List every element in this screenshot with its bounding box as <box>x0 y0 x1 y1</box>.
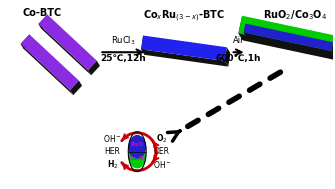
Polygon shape <box>39 24 91 75</box>
Text: H$_2$: H$_2$ <box>107 158 118 171</box>
Text: 600℃,1h: 600℃,1h <box>216 54 261 63</box>
Polygon shape <box>244 24 333 51</box>
Polygon shape <box>20 44 73 95</box>
Polygon shape <box>141 36 227 61</box>
Polygon shape <box>141 49 228 67</box>
Polygon shape <box>20 34 32 49</box>
Text: Co$_3$O$_4$: Co$_3$O$_4$ <box>129 154 146 163</box>
Polygon shape <box>244 32 333 55</box>
Text: OH$^-$: OH$^-$ <box>153 159 172 170</box>
Polygon shape <box>239 16 247 40</box>
Text: OER: OER <box>154 147 170 156</box>
Ellipse shape <box>128 135 146 159</box>
Polygon shape <box>39 15 51 29</box>
Text: RuCl$_3$: RuCl$_3$ <box>111 34 136 46</box>
Text: OH$^-$: OH$^-$ <box>103 133 122 144</box>
Polygon shape <box>141 36 146 55</box>
Text: Air: Air <box>233 36 245 45</box>
Polygon shape <box>331 42 335 55</box>
Polygon shape <box>239 33 335 62</box>
Polygon shape <box>88 61 100 75</box>
Text: Co$_x$Ru$_{(3-x)}$-BTC: Co$_x$Ru$_{(3-x)}$-BTC <box>143 9 225 24</box>
Polygon shape <box>244 24 248 36</box>
Text: Co-BTC: Co-BTC <box>22 9 61 19</box>
Ellipse shape <box>128 145 146 168</box>
Text: 25℃,12h: 25℃,12h <box>100 54 146 63</box>
Polygon shape <box>39 15 97 70</box>
Polygon shape <box>239 16 335 55</box>
Polygon shape <box>225 47 230 67</box>
Polygon shape <box>20 34 79 90</box>
Text: O$_2$: O$_2$ <box>156 132 168 145</box>
Text: RuO$_2$/Co$_3$O$_4$: RuO$_2$/Co$_3$O$_4$ <box>263 9 327 22</box>
Text: RuO$_2$: RuO$_2$ <box>130 140 145 149</box>
Text: HER: HER <box>105 147 120 156</box>
Polygon shape <box>70 81 82 95</box>
